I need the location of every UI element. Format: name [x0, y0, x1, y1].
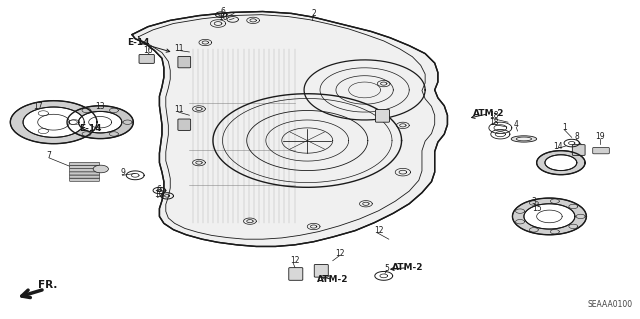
Text: 12: 12 — [290, 256, 300, 265]
Text: 11: 11 — [174, 105, 183, 114]
FancyBboxPatch shape — [289, 268, 303, 280]
Text: 16: 16 — [143, 46, 153, 55]
FancyBboxPatch shape — [70, 169, 100, 172]
FancyBboxPatch shape — [70, 166, 100, 169]
Circle shape — [513, 198, 586, 235]
Text: 12: 12 — [374, 226, 383, 235]
FancyBboxPatch shape — [314, 264, 328, 277]
Text: 12: 12 — [335, 249, 345, 258]
Text: 1: 1 — [563, 123, 567, 132]
Text: ATM-2: ATM-2 — [473, 109, 504, 118]
FancyBboxPatch shape — [572, 145, 585, 155]
Text: 15: 15 — [532, 204, 541, 213]
Polygon shape — [132, 11, 447, 247]
Circle shape — [10, 101, 97, 144]
FancyBboxPatch shape — [70, 162, 100, 166]
Ellipse shape — [511, 136, 537, 142]
FancyBboxPatch shape — [70, 175, 100, 178]
Text: 18: 18 — [489, 111, 499, 120]
Text: 19: 19 — [596, 132, 605, 141]
Text: 17: 17 — [33, 102, 43, 111]
Ellipse shape — [516, 137, 532, 141]
Circle shape — [545, 155, 577, 171]
Circle shape — [79, 111, 122, 133]
Text: 6: 6 — [221, 7, 225, 16]
Circle shape — [524, 204, 575, 229]
Text: 3: 3 — [531, 197, 536, 206]
FancyBboxPatch shape — [178, 56, 191, 68]
FancyBboxPatch shape — [70, 172, 100, 175]
Text: SEAAA0100: SEAAA0100 — [587, 300, 632, 309]
Text: 6: 6 — [157, 185, 162, 194]
Text: 14: 14 — [554, 142, 563, 151]
Circle shape — [23, 107, 84, 137]
Text: FR.: FR. — [38, 280, 57, 290]
Text: 9: 9 — [120, 168, 125, 177]
Circle shape — [537, 151, 585, 175]
Text: ATM-2: ATM-2 — [392, 263, 424, 272]
Circle shape — [93, 165, 108, 173]
Text: E-14: E-14 — [127, 38, 150, 47]
FancyBboxPatch shape — [593, 147, 609, 154]
FancyBboxPatch shape — [178, 119, 191, 130]
Text: E-14: E-14 — [79, 124, 102, 133]
Text: 4: 4 — [514, 120, 518, 129]
Text: 11: 11 — [174, 44, 183, 53]
Text: 10: 10 — [155, 190, 164, 199]
FancyBboxPatch shape — [376, 109, 390, 122]
Circle shape — [67, 106, 133, 139]
Text: 10: 10 — [218, 13, 228, 22]
Text: 18: 18 — [489, 118, 499, 127]
Text: 7: 7 — [47, 151, 52, 160]
FancyBboxPatch shape — [139, 55, 154, 63]
Text: ATM-2: ATM-2 — [317, 275, 349, 284]
Text: 5: 5 — [385, 264, 389, 273]
Text: 13: 13 — [95, 102, 105, 111]
Text: 8: 8 — [575, 132, 579, 141]
FancyBboxPatch shape — [70, 178, 100, 181]
Text: 2: 2 — [311, 9, 316, 18]
